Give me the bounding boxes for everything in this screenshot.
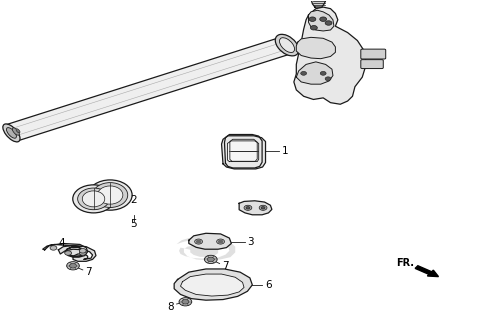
Text: 1: 1	[282, 146, 289, 156]
Polygon shape	[5, 36, 297, 141]
Polygon shape	[174, 269, 252, 300]
Ellipse shape	[12, 128, 19, 135]
Circle shape	[65, 251, 72, 255]
Polygon shape	[296, 37, 335, 59]
Circle shape	[246, 206, 250, 209]
Circle shape	[79, 251, 86, 255]
Text: FR.: FR.	[396, 258, 414, 268]
Text: 5: 5	[130, 219, 137, 229]
Ellipse shape	[98, 186, 123, 204]
Ellipse shape	[275, 34, 299, 56]
Circle shape	[196, 240, 200, 243]
Circle shape	[325, 21, 332, 25]
Circle shape	[261, 206, 265, 209]
Circle shape	[79, 249, 86, 253]
Polygon shape	[239, 201, 272, 215]
Polygon shape	[296, 62, 333, 84]
Polygon shape	[312, 0, 326, 7]
Circle shape	[195, 239, 202, 244]
Circle shape	[301, 71, 307, 75]
Ellipse shape	[82, 191, 105, 207]
Polygon shape	[43, 244, 88, 257]
Circle shape	[219, 240, 222, 243]
Text: 7: 7	[85, 267, 92, 277]
Ellipse shape	[6, 128, 16, 138]
Ellipse shape	[88, 180, 132, 210]
Text: 3: 3	[247, 236, 254, 247]
Circle shape	[182, 300, 189, 304]
Circle shape	[244, 205, 252, 210]
Circle shape	[320, 71, 326, 75]
FancyBboxPatch shape	[361, 60, 383, 68]
Circle shape	[70, 263, 76, 268]
Circle shape	[309, 17, 316, 21]
FancyBboxPatch shape	[361, 49, 386, 59]
Polygon shape	[227, 141, 259, 162]
Polygon shape	[230, 139, 257, 161]
Ellipse shape	[3, 124, 20, 142]
Polygon shape	[189, 233, 231, 249]
Circle shape	[311, 26, 318, 30]
Circle shape	[50, 246, 57, 250]
Circle shape	[320, 17, 327, 21]
Polygon shape	[176, 237, 235, 260]
Text: 7: 7	[222, 261, 229, 271]
Ellipse shape	[73, 185, 114, 213]
Circle shape	[217, 239, 224, 244]
Polygon shape	[294, 7, 366, 104]
Text: 2: 2	[130, 195, 137, 205]
Circle shape	[67, 262, 79, 270]
Polygon shape	[180, 274, 244, 296]
Ellipse shape	[77, 188, 109, 210]
FancyArrow shape	[415, 266, 439, 276]
Circle shape	[204, 255, 217, 264]
Text: 4: 4	[58, 238, 65, 248]
Circle shape	[179, 298, 192, 306]
Text: 8: 8	[168, 301, 174, 312]
Polygon shape	[58, 245, 96, 261]
Circle shape	[259, 205, 267, 210]
Text: 6: 6	[265, 280, 272, 290]
Polygon shape	[309, 10, 334, 31]
Polygon shape	[221, 136, 266, 169]
Ellipse shape	[279, 38, 294, 52]
Ellipse shape	[93, 183, 128, 207]
Ellipse shape	[16, 129, 20, 133]
Polygon shape	[224, 134, 262, 168]
Circle shape	[325, 77, 331, 81]
Circle shape	[207, 257, 214, 262]
